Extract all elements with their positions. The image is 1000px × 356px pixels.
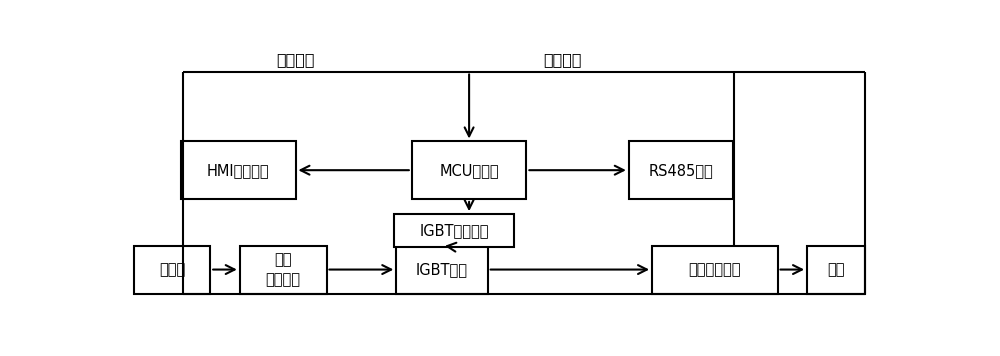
Text: MCU控制器: MCU控制器 xyxy=(439,163,499,178)
Text: IGBT驱动模块: IGBT驱动模块 xyxy=(419,223,489,238)
Text: IGBT模块: IGBT模块 xyxy=(416,262,468,277)
Bar xyxy=(181,141,296,199)
Text: 蓄电池: 蓄电池 xyxy=(159,262,185,277)
Bar xyxy=(807,246,865,294)
Bar xyxy=(134,246,210,294)
Text: 电网: 电网 xyxy=(827,262,845,277)
Bar xyxy=(394,214,514,247)
Bar xyxy=(629,141,733,199)
Text: 直流采样: 直流采样 xyxy=(276,52,315,67)
Text: 隔离输出装置: 隔离输出装置 xyxy=(689,262,741,277)
Text: 低通
滤波通道: 低通 滤波通道 xyxy=(266,252,301,287)
Text: RS485接口: RS485接口 xyxy=(649,163,713,178)
Bar xyxy=(240,246,326,294)
Bar xyxy=(652,246,778,294)
Text: 交流采样: 交流采样 xyxy=(544,52,582,67)
Bar xyxy=(412,141,526,199)
Text: HMI人机界面: HMI人机界面 xyxy=(207,163,269,178)
Bar xyxy=(396,246,488,294)
